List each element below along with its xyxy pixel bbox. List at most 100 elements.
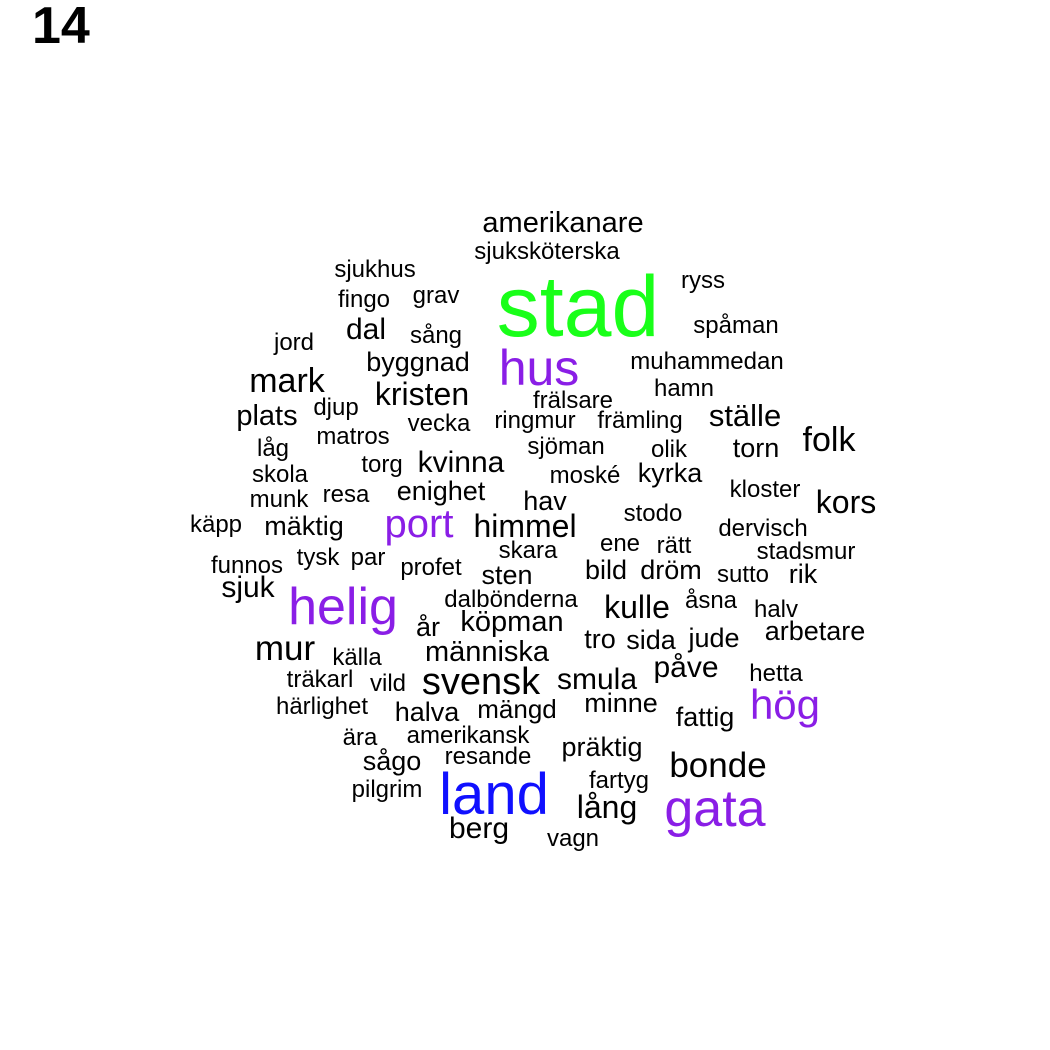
cloud-word: sten (481, 560, 532, 590)
cloud-word: ställe (709, 398, 781, 433)
cloud-word: himmel (473, 508, 576, 544)
cloud-word: kyrka (638, 458, 703, 488)
cloud-word: hetta (749, 660, 803, 687)
cloud-word: torg (361, 451, 402, 478)
cloud-word: svensk (422, 661, 541, 703)
cloud-word: folk (803, 421, 857, 459)
cloud-word: bonde (669, 746, 766, 785)
cloud-word: pilgrim (352, 776, 423, 803)
cloud-word: spåman (693, 312, 778, 339)
cloud-word: präktig (561, 732, 642, 762)
cloud-word: låg (257, 435, 289, 462)
cloud-word: dalbönderna (444, 586, 578, 613)
panel-label: 14 (32, 0, 90, 55)
cloud-word: ringmur (494, 407, 575, 434)
cloud-word: berg (449, 812, 509, 845)
cloud-word: djup (313, 394, 358, 421)
cloud-word: tro (584, 624, 616, 654)
cloud-word: profet (400, 554, 462, 581)
cloud-word: fingo (338, 286, 390, 313)
cloud-word: rätt (657, 532, 692, 559)
cloud-word: tysk (297, 544, 341, 571)
cloud-word: skara (499, 537, 558, 564)
cloud-word: arbetare (765, 616, 866, 646)
cloud-word: jord (273, 329, 314, 356)
cloud-word: matros (316, 423, 389, 450)
cloud-word: köpman (460, 606, 563, 638)
cloud-word: främling (597, 407, 682, 434)
cloud-word: år (416, 612, 440, 642)
cloud-word: mängd (477, 694, 557, 724)
cloud-word: bild (585, 555, 627, 585)
cloud-word: grav (413, 282, 460, 309)
cloud-word: gata (664, 780, 765, 838)
cloud-word: hög (750, 681, 820, 728)
cloud-word: vecka (408, 410, 471, 437)
cloud-word: mur (255, 629, 316, 668)
cloud-word: lång (577, 789, 638, 825)
cloud-word: mark (249, 362, 326, 400)
cloud-word: amerikansk (407, 722, 531, 749)
cloud-word: ryss (681, 267, 725, 294)
cloud-word: torn (733, 433, 780, 463)
cloud-word: fartyg (589, 767, 649, 794)
cloud-word: smula (557, 663, 637, 696)
cloud-word: frälsare (533, 387, 613, 414)
cloud-word: stadsmur (757, 538, 856, 565)
cloud-word: stad (497, 259, 660, 355)
cloud-word: källa (332, 644, 382, 671)
cloud-word: funnos (211, 552, 283, 579)
cloud-word: sida (626, 625, 677, 655)
cloud-word: halva (395, 697, 461, 727)
cloud-word: dröm (640, 555, 702, 585)
cloud-word: härlighet (276, 693, 368, 720)
cloud-word: hav (523, 486, 567, 516)
cloud-word: dervisch (718, 515, 807, 542)
cloud-word: helig (288, 578, 398, 636)
cloud-word: dal (346, 313, 386, 346)
cloud-word: munk (250, 486, 310, 513)
cloud-word: åsna (685, 587, 738, 614)
cloud-word: byggnad (366, 347, 470, 377)
cloud-word: sjukhus (334, 256, 415, 283)
cloud-word: vild (370, 670, 406, 697)
cloud-word: sutto (717, 561, 769, 588)
cloud-word: sjuksköterska (474, 238, 620, 265)
cloud-word: påve (653, 651, 718, 684)
cloud-word: resa (323, 481, 370, 508)
cloud-word: kors (816, 484, 876, 520)
cloud-word: port (385, 502, 454, 546)
cloud-word: stodo (624, 500, 683, 527)
cloud-word: mäktig (264, 511, 344, 541)
cloud-word: sjuk (221, 571, 275, 604)
cloud-word: sågo (363, 746, 422, 776)
cloud-word: muhammedan (630, 348, 783, 375)
cloud-word: ene (600, 530, 640, 557)
cloud-word: kvinna (418, 446, 505, 479)
cloud-word: vagn (547, 825, 599, 852)
cloud-word: käpp (190, 511, 242, 538)
cloud-word: minne (584, 688, 658, 718)
cloud-word: kulle (604, 589, 670, 625)
cloud-word: hamn (654, 375, 714, 402)
cloud-word: rik (789, 559, 818, 589)
cloud-word: människa (425, 636, 550, 668)
cloud-word: skola (252, 461, 309, 488)
cloud-word: enighet (397, 476, 486, 506)
cloud-word: amerikanare (482, 207, 643, 239)
cloud-word: jude (687, 623, 739, 653)
cloud-word: ära (343, 724, 378, 751)
cloud-word: olik (651, 436, 688, 463)
cloud-word: sjöman (527, 433, 604, 460)
cloud-word: träkarl (287, 666, 354, 693)
cloud-word: halv (754, 596, 798, 623)
cloud-word: hus (499, 340, 580, 396)
cloud-word: kristen (375, 376, 469, 412)
cloud-word: fattig (676, 702, 735, 732)
cloud-word: resande (445, 743, 532, 770)
cloud-word: plats (236, 400, 297, 432)
cloud-word: par (351, 544, 386, 571)
cloud-word: kloster (730, 476, 801, 503)
cloud-word: sång (410, 322, 462, 349)
